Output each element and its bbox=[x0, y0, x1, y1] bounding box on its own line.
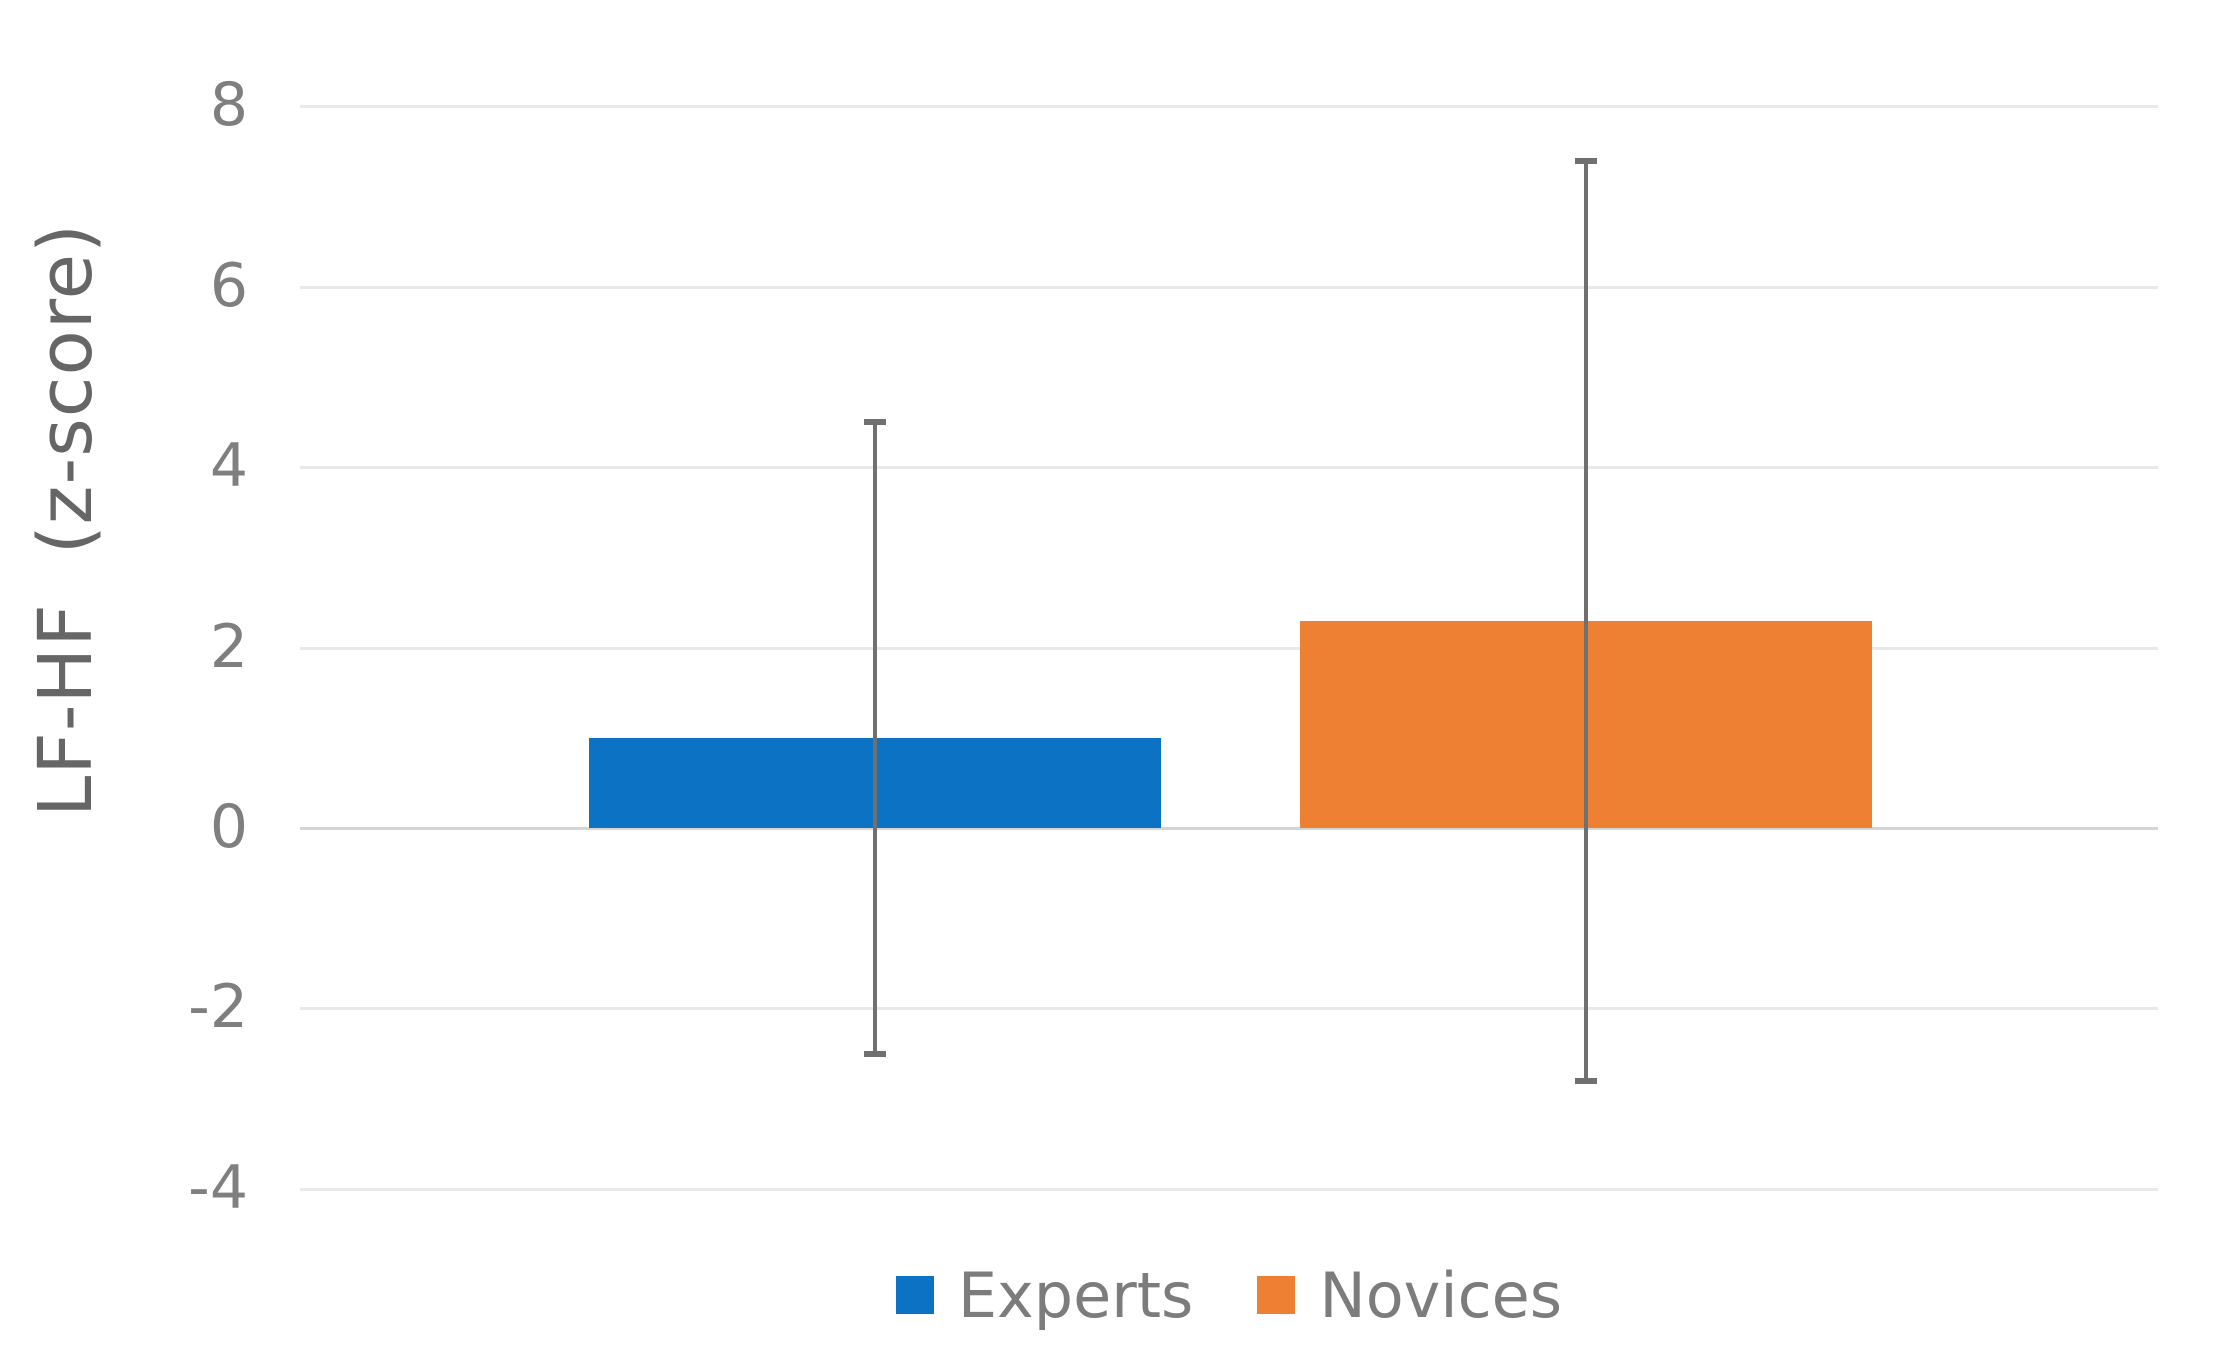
gridline-2 bbox=[300, 646, 2158, 650]
y-tick-label-8: 8 bbox=[209, 70, 248, 141]
y-tick-label-4: 4 bbox=[209, 430, 248, 501]
legend-swatch-experts bbox=[895, 1276, 934, 1314]
legend-swatch-novices bbox=[1257, 1276, 1296, 1314]
y-tick-label-6: 6 bbox=[209, 250, 248, 321]
error-cap-top-novices bbox=[1575, 157, 1597, 164]
y-axis-title: LF-HF (z-score) bbox=[23, 223, 109, 817]
y-tick-label-0: 0 bbox=[209, 791, 248, 862]
gridline-4 bbox=[300, 466, 2158, 470]
error-cap-bottom-experts bbox=[864, 1050, 886, 1057]
legend-item-novices: Novices bbox=[1257, 1259, 1562, 1332]
legend-item-experts: Experts bbox=[895, 1258, 1194, 1332]
y-tick-label--4: -4 bbox=[188, 1152, 248, 1223]
error-cap-bottom-novices bbox=[1575, 1077, 1597, 1084]
y-tick-label-2: 2 bbox=[209, 611, 248, 682]
gridline-8 bbox=[300, 105, 2158, 109]
y-tick-label--2: -2 bbox=[188, 972, 248, 1043]
legend-label-experts: Experts bbox=[957, 1258, 1194, 1332]
gridline--4 bbox=[300, 1187, 2158, 1191]
gridline-6 bbox=[300, 285, 2158, 289]
zero-gridline bbox=[300, 827, 2158, 830]
error-bar-novices bbox=[1584, 160, 1588, 1081]
gridline--2 bbox=[300, 1007, 2158, 1011]
legend-label-novices: Novices bbox=[1319, 1258, 1563, 1332]
legend: Experts Novices bbox=[300, 1250, 2158, 1340]
error-cap-top-experts bbox=[864, 419, 886, 426]
error-bar-experts bbox=[873, 422, 877, 1054]
